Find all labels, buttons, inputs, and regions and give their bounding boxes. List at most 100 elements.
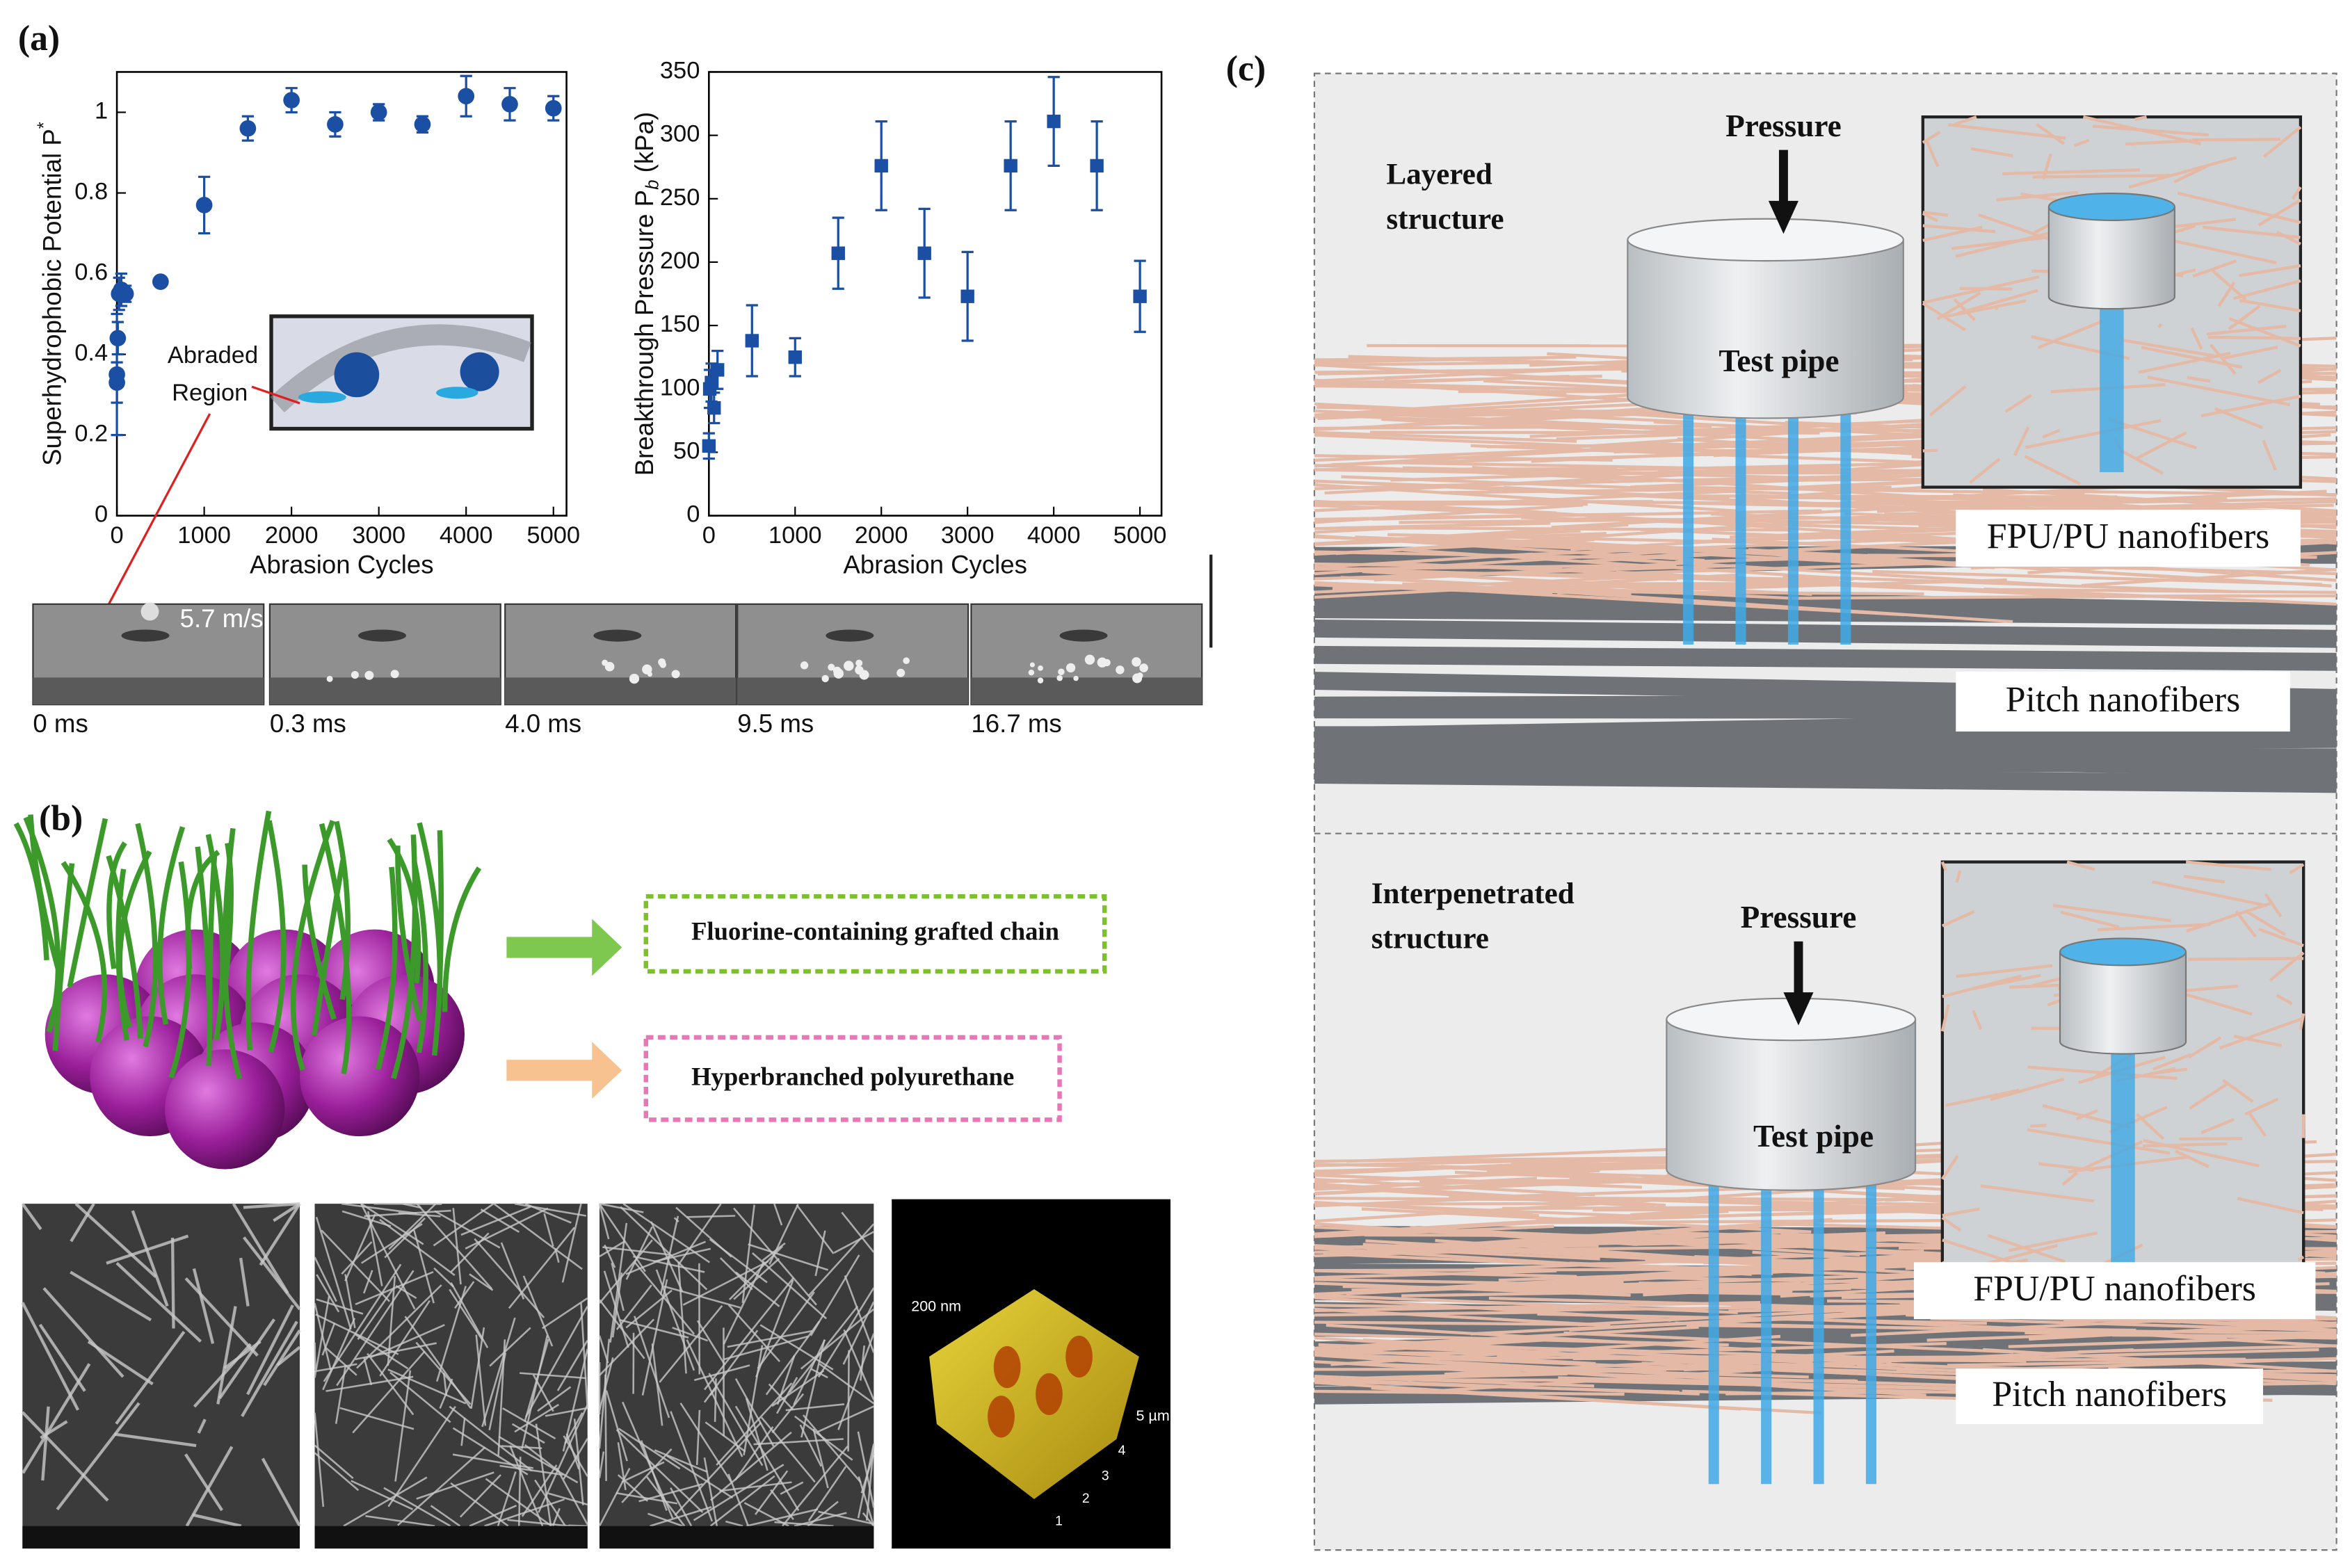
grafted-chain <box>185 850 220 969</box>
sem-fiber <box>598 1203 646 1272</box>
sem-fiber <box>389 1371 451 1423</box>
nanofiber <box>1341 475 1792 495</box>
x-tick-label: 1000 <box>177 522 231 549</box>
droplet <box>460 352 499 391</box>
sem-fiber <box>21 1411 109 1502</box>
label-box <box>1956 671 2290 732</box>
x-tick-label: 5000 <box>1113 522 1167 549</box>
grafted-chain <box>319 823 352 1075</box>
grafted-chain <box>431 830 444 1056</box>
inset-fiber <box>2276 994 2293 1005</box>
y-axis-label: Breakthrough Pressure Pb (kPa) <box>629 112 662 476</box>
y-axis-label-part: b <box>643 180 662 190</box>
inset-fiber <box>2188 957 2304 961</box>
grafted-chain <box>67 818 108 988</box>
nanofiber <box>1634 485 2085 495</box>
nanofiber <box>1314 398 1645 419</box>
splash <box>1116 665 1125 674</box>
sem-fiber <box>352 1350 426 1434</box>
sem-fiber <box>709 1431 792 1501</box>
sem-fiber <box>682 1260 769 1306</box>
nanofiber <box>1314 356 1555 362</box>
sem-fiber <box>325 1346 357 1376</box>
inset-fiber <box>1953 298 1976 321</box>
nanofiber <box>1314 1247 1552 1258</box>
sem-fiber <box>416 1471 494 1500</box>
sem-fiber <box>475 1334 487 1426</box>
wet-spot <box>298 391 346 403</box>
legend-box <box>643 894 1107 974</box>
sem-fiber <box>344 1213 376 1282</box>
point <box>960 289 974 303</box>
frame-shadow <box>1059 629 1108 642</box>
sem-fiber <box>708 1373 764 1466</box>
droplet <box>140 602 159 621</box>
sem-fiber <box>679 1403 732 1483</box>
sem-fiber <box>314 1452 360 1492</box>
nanofiber <box>1314 1360 1540 1376</box>
sem-fiber <box>723 1335 809 1361</box>
sem-fiber <box>261 1457 301 1527</box>
splash <box>844 661 854 671</box>
splash <box>821 674 829 683</box>
nanofiber <box>1314 1310 1549 1317</box>
y-tick-label: 0 <box>95 501 108 528</box>
inset-fiber <box>1929 385 1967 417</box>
sem-fiber <box>862 1512 875 1527</box>
pressure-label: Pressure <box>1725 108 1842 143</box>
frame-time: 16.7 ms <box>971 709 1061 738</box>
sem-fiber <box>394 1370 412 1482</box>
nanofiber <box>2059 490 2337 496</box>
pipe-label: Test pipe <box>1753 1119 1874 1154</box>
nanofiber <box>1314 1381 1741 1411</box>
legend-box <box>643 1035 1062 1122</box>
sem-fiber <box>402 1202 421 1209</box>
sem-fiber <box>733 1207 817 1306</box>
grafted-chain <box>302 864 337 1020</box>
sem-fiber <box>343 1476 428 1527</box>
sem-fiber <box>243 1202 300 1209</box>
water-jet <box>1735 397 1746 645</box>
sem-fiber <box>365 1514 435 1527</box>
sem-fiber <box>696 1320 726 1366</box>
sem-fiber <box>323 1263 402 1382</box>
nanofiber <box>1314 1269 1557 1279</box>
point <box>1047 114 1061 129</box>
sem-fiber <box>625 1226 653 1280</box>
pitch-fiber <box>1314 600 2337 625</box>
fiber-label: FPU/PU nanofibers <box>1973 1269 2255 1309</box>
inset-fiber <box>2143 1139 2260 1167</box>
inset-fiber <box>2092 124 2209 137</box>
nanofiber <box>1314 1307 1604 1327</box>
sem-fiber <box>727 1304 781 1362</box>
inset-fiber <box>1954 115 1977 127</box>
sem-fiber <box>651 1343 663 1426</box>
point <box>1004 159 1017 173</box>
sem-fiber <box>755 1279 794 1378</box>
sem-fiber <box>743 1345 764 1456</box>
sem-fiber <box>604 1374 607 1481</box>
inset-fiber <box>2177 191 2301 225</box>
sem-fiber <box>812 1428 829 1489</box>
sem-fiber <box>341 1202 417 1215</box>
point <box>458 88 475 105</box>
inset-fiber <box>2232 279 2301 300</box>
inset-fiber <box>2262 125 2302 159</box>
sem-fiber <box>598 1451 605 1478</box>
inset-fiber <box>2214 407 2264 430</box>
inset-fiber <box>1942 1207 1980 1218</box>
sem-fiber <box>760 1416 816 1483</box>
sem-fiber <box>397 1446 486 1526</box>
inset-fiber <box>2042 153 2052 180</box>
splash <box>1056 674 1063 681</box>
frame-surface <box>33 677 264 705</box>
inset-fiber <box>1972 1010 1983 1030</box>
sem-fiber <box>315 1216 352 1330</box>
inset-fiber <box>2185 860 2272 871</box>
y-tick-label: 0.4 <box>74 340 108 366</box>
sem-fiber <box>618 1428 681 1470</box>
inset-fiber <box>2082 115 2202 146</box>
sem-fiber <box>719 1257 753 1291</box>
water-jet <box>1708 1169 1719 1485</box>
point <box>705 375 718 389</box>
